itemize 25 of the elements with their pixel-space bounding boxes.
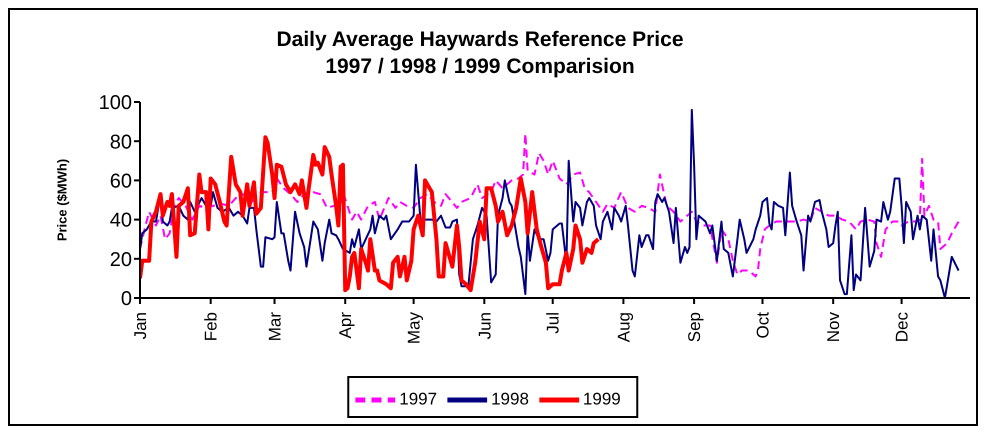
x-tick-label: Jan	[130, 312, 150, 340]
y-tick-label: 60	[110, 170, 132, 192]
y-axis-title: Price ($MWh)	[54, 158, 70, 242]
y-tick-label: 0	[120, 288, 132, 310]
x-tick-label: Nov	[824, 312, 844, 342]
x-tick-label: Apr	[336, 312, 356, 338]
legend-label: 1999	[582, 389, 621, 408]
x-tick-label: Dec	[892, 312, 912, 342]
y-tick-label: 100	[98, 92, 132, 114]
y-tick-label: 40	[110, 210, 132, 232]
x-tick-label: May	[404, 312, 424, 344]
x-tick-label: Jul	[544, 312, 563, 334]
y-tick-label: 20	[110, 248, 132, 271]
legend-label: 1998	[491, 389, 529, 408]
x-tick-label: Mar	[265, 312, 284, 342]
legend-label: 1997	[399, 389, 438, 408]
line-series	[140, 135, 600, 292]
x-tick-label: Jun	[475, 312, 494, 340]
y-tick-label: 80	[110, 131, 132, 154]
x-tick-label: Oct	[753, 312, 772, 338]
chart-title: Daily Average Haywards Reference Price	[276, 27, 684, 53]
x-tick-label: Feb	[202, 312, 221, 342]
chart-subtitle: 1997 / 1998 / 1999 Comparision	[324, 54, 636, 80]
x-tick-label: Sep	[685, 312, 704, 342]
x-tick-label: Aug	[614, 312, 634, 342]
